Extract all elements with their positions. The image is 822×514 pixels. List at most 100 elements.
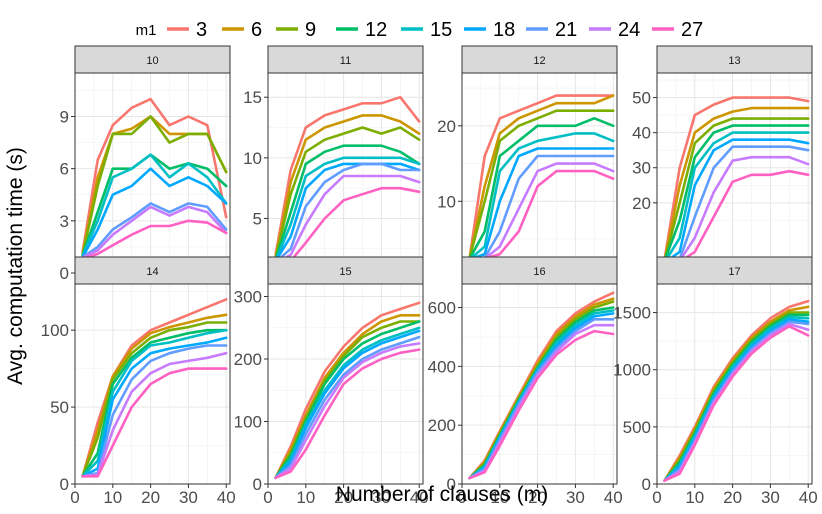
- y-tick-label: 1500: [613, 304, 651, 323]
- y-tick-label: 0: [447, 475, 456, 494]
- facet-panel-13: 13 20 30 40 50: [632, 45, 813, 277]
- y-tick-label: 100: [234, 413, 262, 432]
- y-tick-label: 0: [253, 475, 262, 494]
- series-line-6: [468, 94, 615, 260]
- series-line-18: [81, 336, 228, 478]
- series-line-6: [663, 106, 810, 263]
- x-tick-label: 20: [528, 488, 547, 507]
- facet-panel-17: 17 0 500 1000 1500 0 10 20 30 40: [613, 256, 818, 507]
- facet-panel-14: 14 0 50 100 0 10 20 30 40: [41, 256, 236, 507]
- x-tick-label: 30: [761, 488, 780, 507]
- legend-label-24: 24: [618, 19, 640, 41]
- series-line-27: [663, 324, 810, 482]
- facet-strip-12: [461, 45, 618, 74]
- x-tick-label: 10: [296, 488, 315, 507]
- facet-panel-10: 10 0 3 6 9: [60, 45, 231, 283]
- x-tick-label: 30: [566, 488, 585, 507]
- series-line-24: [468, 162, 615, 262]
- facet-strip-11: [267, 45, 424, 74]
- y-tick-label: 15: [243, 88, 262, 107]
- x-tick-label: 10: [490, 488, 509, 507]
- y-tick-label: 6: [60, 160, 69, 179]
- legend-label-12: 12: [365, 19, 387, 41]
- y-tick-label: 50: [50, 398, 69, 417]
- legend-label-27: 27: [681, 19, 703, 41]
- series-line-24: [81, 205, 228, 259]
- series-line-18: [274, 329, 421, 480]
- series-line-27: [274, 186, 421, 265]
- facet-strip-label-10: 10: [146, 55, 158, 67]
- series-line-27: [81, 219, 228, 261]
- facet-strip-label-11: 11: [340, 55, 351, 67]
- x-tick-label: 20: [723, 488, 742, 507]
- legend-item-24: 24: [589, 19, 640, 41]
- series-line-21: [81, 202, 228, 259]
- series-line-12: [663, 124, 810, 263]
- legend-item-21: 21: [526, 19, 577, 41]
- series-line-3: [81, 97, 228, 254]
- series-line-3: [274, 95, 421, 257]
- series-line-24: [663, 155, 810, 264]
- y-tick-label: 1000: [613, 361, 651, 380]
- facet-strip-16: [461, 256, 618, 285]
- facet-strip-label-14: 14: [146, 266, 158, 278]
- facet-strip-label-13: 13: [728, 55, 740, 67]
- facet-strip-label-16: 16: [533, 266, 545, 278]
- series-line-15: [663, 131, 810, 264]
- series-line-9: [81, 115, 228, 257]
- series-line-12: [468, 117, 615, 261]
- y-tick-label: 100: [41, 321, 69, 340]
- series-line-12: [274, 144, 421, 262]
- panel-border-14: [74, 283, 231, 485]
- y-tick-label: 3: [60, 212, 69, 231]
- y-tick-label: 30: [632, 159, 651, 178]
- series-line-3: [81, 298, 228, 478]
- series-line-18: [274, 162, 421, 263]
- y-tick-label: 500: [623, 418, 651, 437]
- series-line-18: [468, 147, 615, 261]
- y-tick-label: 50: [632, 89, 651, 108]
- series-line-21: [81, 344, 228, 478]
- y-tick-label: 10: [437, 192, 456, 211]
- legend-label-18: 18: [493, 19, 515, 41]
- x-tick-label: 20: [141, 488, 160, 507]
- series-line-3: [468, 94, 615, 260]
- x-tick-label: 0: [70, 488, 79, 507]
- y-tick-label: 5: [253, 209, 262, 228]
- x-tick-label: 10: [685, 488, 704, 507]
- x-tick-label: 0: [652, 488, 661, 507]
- series-line-18: [663, 138, 810, 264]
- legend: m1 3 6 9 12 15 18 21 24 27: [136, 19, 704, 41]
- facet-panel-16: 16 0 200 400 600 0 10 20 30 40: [428, 256, 623, 507]
- series-line-27: [81, 367, 228, 478]
- x-axis-title: Number of clauses (m): [336, 483, 548, 506]
- legend-label-9: 9: [305, 19, 316, 41]
- series-line-3: [274, 301, 421, 480]
- panel-border-17: [656, 283, 813, 485]
- series-line-21: [274, 335, 421, 480]
- facet-strip-label-12: 12: [533, 55, 545, 67]
- series-line-12: [81, 328, 228, 478]
- y-tick-label: 0: [642, 475, 651, 494]
- y-tick-label: 300: [234, 288, 262, 307]
- facet-strip-17: [656, 256, 813, 285]
- facet-panel-12: 12 10 20: [437, 45, 618, 277]
- legend-item-27: 27: [652, 19, 703, 41]
- y-tick-label: 20: [437, 117, 456, 136]
- y-axis-title: Avg. computation time (s): [4, 147, 27, 385]
- legend-item-6: 6: [222, 19, 262, 41]
- x-tick-label: 40: [410, 488, 429, 507]
- series-line-6: [81, 313, 228, 478]
- x-tick-label: 40: [604, 488, 623, 507]
- series-line-6: [274, 114, 421, 259]
- legend-label-6: 6: [251, 19, 262, 41]
- series-line-21: [274, 162, 421, 264]
- y-tick-label: 0: [60, 475, 69, 494]
- legend-item-12: 12: [336, 19, 387, 41]
- series-line-9: [663, 117, 810, 263]
- series-line-9: [81, 321, 228, 478]
- x-tick-label: 40: [217, 488, 236, 507]
- facet-strip-label-15: 15: [339, 266, 351, 278]
